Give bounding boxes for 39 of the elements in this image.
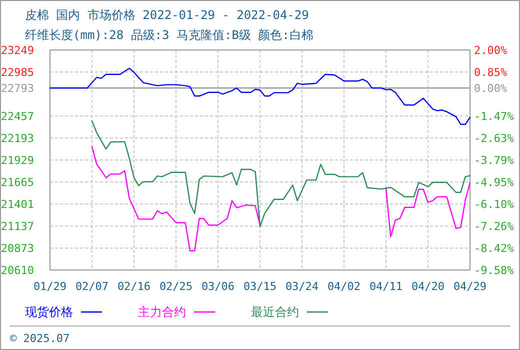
- y2-tick-label: 0.00%: [474, 82, 508, 95]
- x-tick-label: 02/16: [117, 280, 151, 293]
- y2-tick-label: 0.85%: [474, 66, 508, 79]
- x-tick-label: 02/07: [75, 280, 109, 293]
- legend-label: 最近合约: [251, 305, 299, 319]
- y2-tick-label: -4.95%: [474, 176, 514, 190]
- y-tick-label: 22985: [0, 66, 34, 80]
- y-tick-label: 22793: [0, 82, 34, 96]
- y-tick-label: 23249: [0, 44, 34, 57]
- x-tick-label: 04/20: [411, 280, 445, 293]
- legend-label: 主力合约: [138, 305, 186, 319]
- y2-tick-label: 2.00%: [474, 44, 508, 57]
- y2-tick-label: -7.26%: [474, 220, 514, 233]
- text: © 2025.07: [10, 332, 70, 345]
- x-tick-label: 03/06: [201, 280, 235, 293]
- y-tick-label: 22193: [0, 132, 34, 146]
- x-tick-label: 04/02: [327, 280, 361, 293]
- y2-tick-label: -6.10%: [474, 198, 514, 211]
- y2-tick-label: -2.63%: [474, 132, 514, 145]
- x-tick-label: 04/29: [453, 280, 487, 293]
- x-tick-label: 01/29: [33, 280, 67, 293]
- y2-tick-label: -3.79%: [474, 154, 514, 167]
- x-tick-label: 03/15: [243, 280, 277, 293]
- legend-label: 现货价格: [25, 305, 73, 319]
- y-tick-label: 22457: [0, 110, 34, 124]
- x-tick-label: 02/25: [159, 280, 193, 293]
- chart-title: 皮棉 国内 市场价格 2022-01-29 - 2022-04-29: [25, 8, 309, 22]
- x-tick-label: 03/24: [285, 280, 319, 293]
- y2-tick-label: -1.47%: [474, 110, 514, 123]
- y2-tick-label: -8.42%: [474, 242, 514, 255]
- x-tick-label: 04/11: [369, 280, 403, 293]
- y-tick-label: 21929: [0, 154, 34, 168]
- y-tick-label: 20873: [0, 242, 34, 256]
- y-tick-label: 21137: [0, 220, 34, 234]
- y2-tick-label: -9.58%: [474, 264, 514, 277]
- y-tick-label: 21401: [0, 198, 34, 212]
- y-tick-label: 20610: [0, 264, 34, 277]
- y-tick-label: 21665: [0, 176, 34, 190]
- chart-subtitle: 纤维长度(mm):28 品级:3 马克隆值:B级 颜色:白棉: [25, 28, 314, 42]
